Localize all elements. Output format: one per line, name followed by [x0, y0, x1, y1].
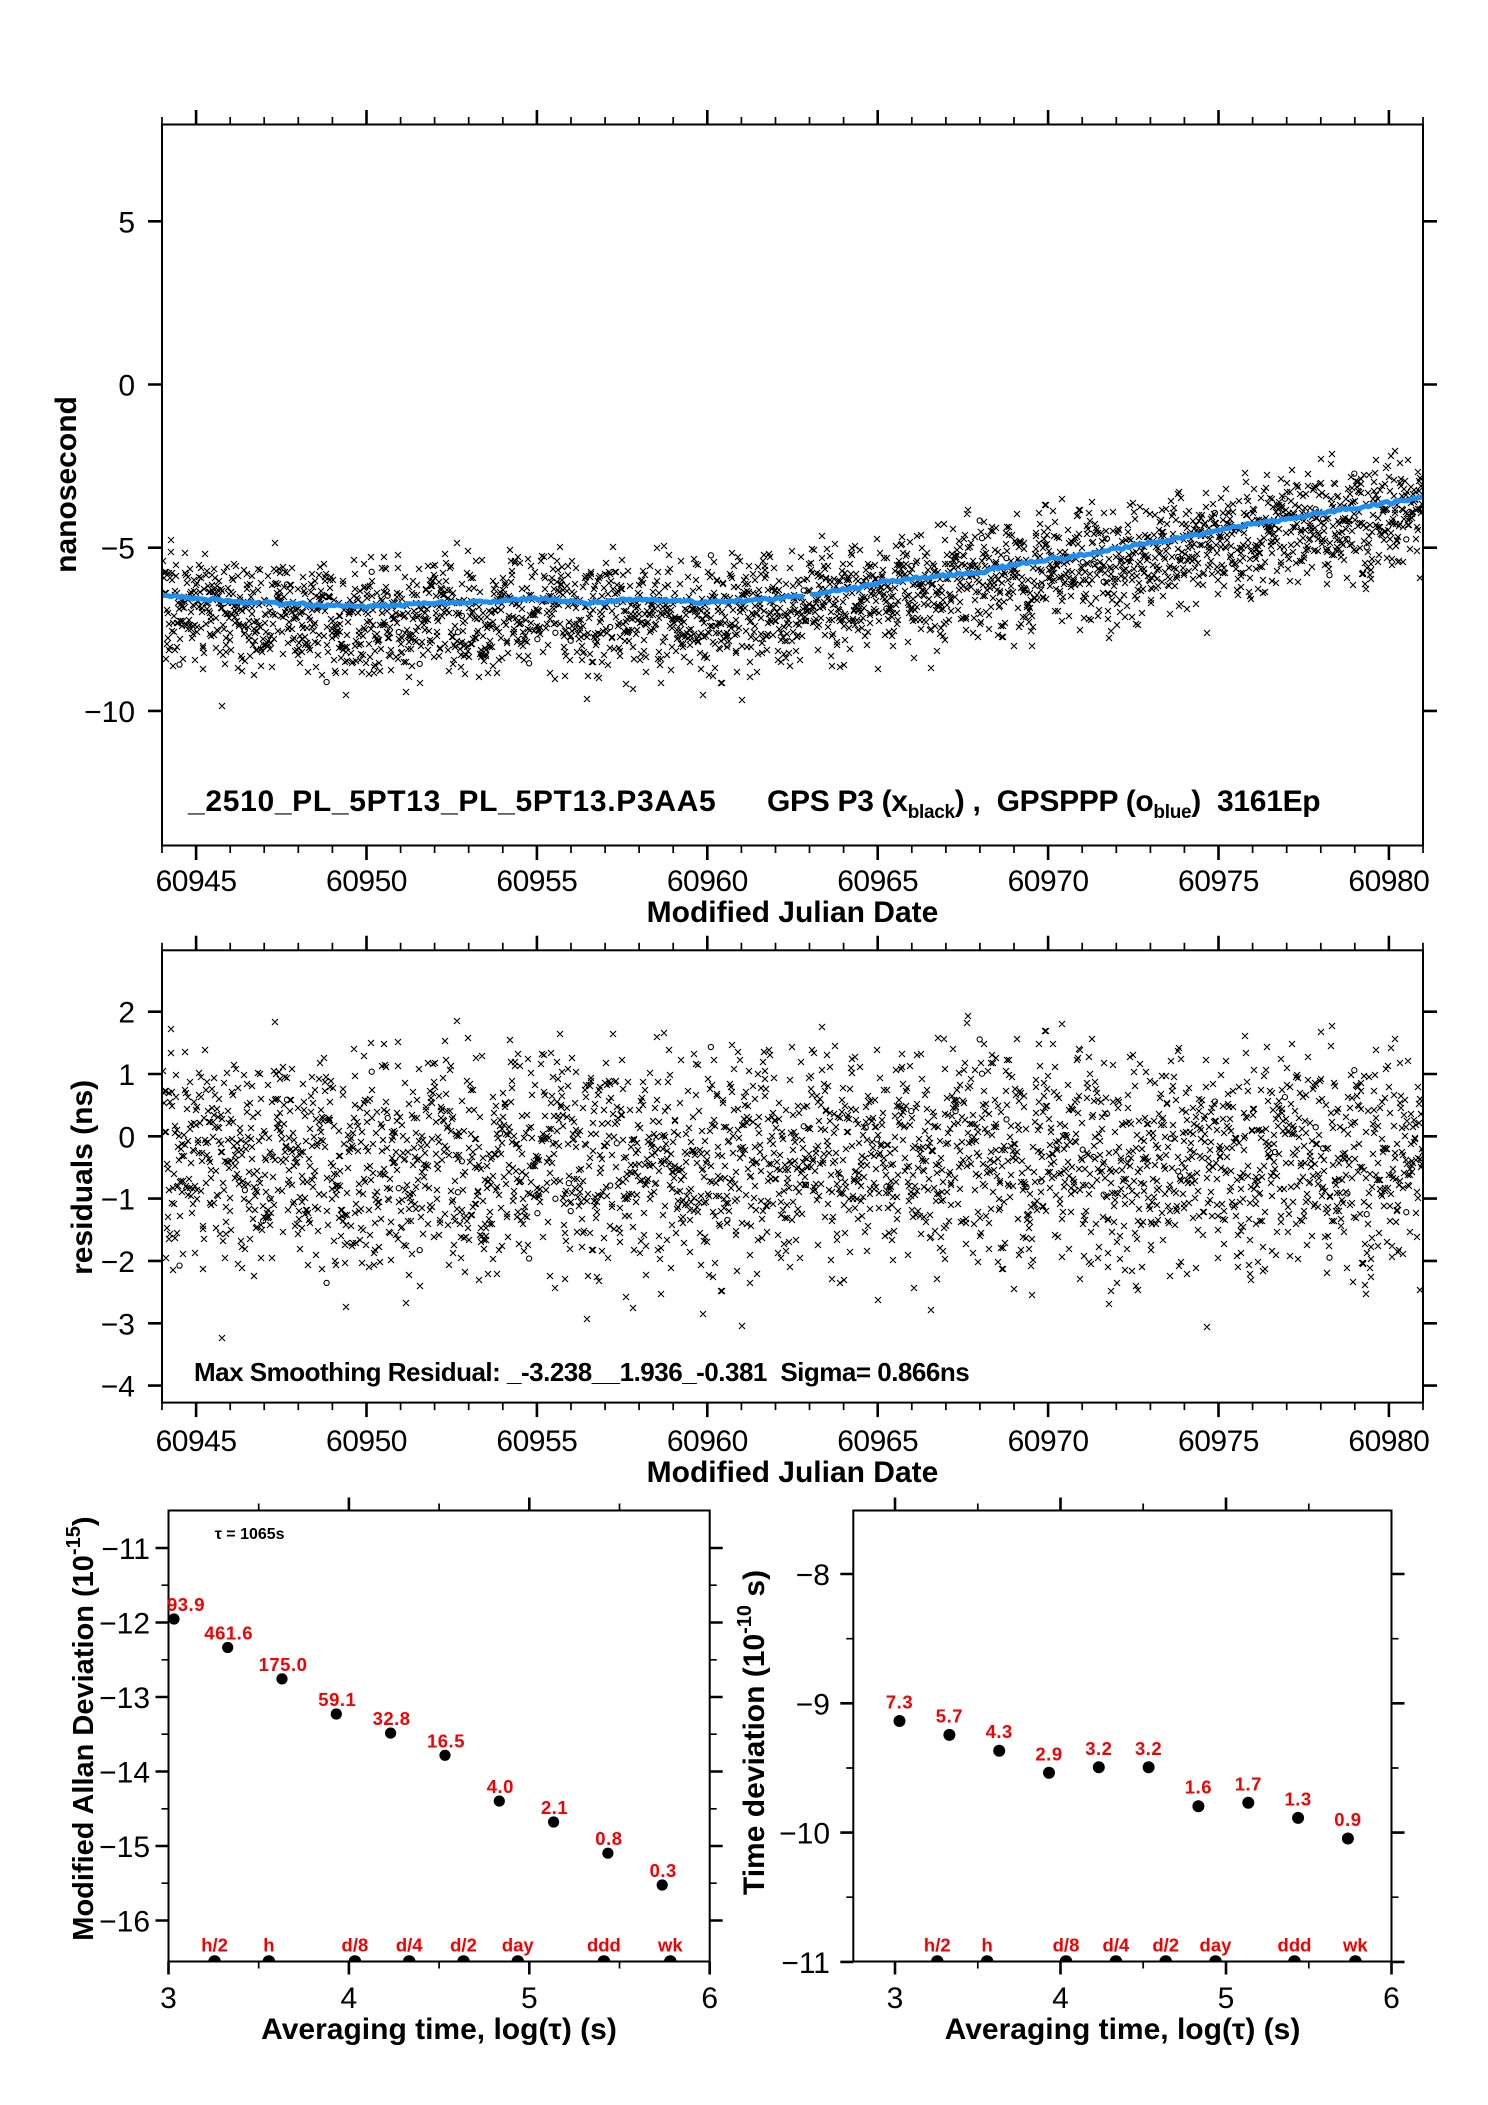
svg-text:2.1: 2.1	[541, 1797, 568, 1818]
svg-text:60980: 60980	[1348, 865, 1429, 898]
svg-text:60960: 60960	[667, 1425, 748, 1458]
svg-text:175.0: 175.0	[259, 1654, 308, 1675]
svg-text:0: 0	[118, 370, 135, 403]
svg-text:93.9: 93.9	[167, 1594, 205, 1615]
svg-text:Modified Julian Date: Modified Julian Date	[647, 1456, 939, 1489]
svg-text:60950: 60950	[326, 865, 407, 898]
svg-text:Averaging time, log(τ) (s): Averaging time, log(τ) (s)	[261, 2013, 617, 2046]
svg-text:60960: 60960	[667, 865, 748, 898]
svg-text:−10: −10	[84, 696, 135, 729]
svg-text:5: 5	[521, 1982, 538, 2015]
svg-text:−11: −11	[101, 1533, 150, 1566]
svg-text:60975: 60975	[1178, 1425, 1259, 1458]
svg-text:5: 5	[118, 206, 135, 239]
svg-text:residuals (ns): residuals (ns)	[66, 1080, 99, 1275]
svg-text:4.3: 4.3	[986, 1721, 1013, 1742]
svg-text:h/2: h/2	[924, 1935, 951, 1956]
svg-text:32.8: 32.8	[373, 1708, 411, 1729]
svg-text:Averaging time, log(τ) (s): Averaging time, log(τ) (s)	[945, 2013, 1301, 2046]
svg-text:60970: 60970	[1008, 1425, 1089, 1458]
svg-text:day: day	[502, 1935, 535, 1956]
svg-text:59.1: 59.1	[318, 1689, 356, 1710]
svg-text:−13: −13	[99, 1682, 150, 1715]
svg-text:60945: 60945	[156, 865, 237, 898]
svg-text:d/2: d/2	[1152, 1935, 1179, 1956]
svg-text:2: 2	[118, 997, 135, 1030]
svg-text:τ = 1065s: τ = 1065s	[215, 1526, 285, 1543]
svg-text:0.3: 0.3	[650, 1860, 677, 1881]
svg-text:4: 4	[341, 1982, 358, 2015]
svg-text:h: h	[981, 1935, 992, 1956]
svg-text:−1: −1	[101, 1184, 135, 1217]
svg-text:ddd: ddd	[587, 1935, 621, 1956]
svg-text:−14: −14	[99, 1757, 150, 1790]
svg-text:−11: −11	[781, 1947, 830, 1980]
svg-text:4: 4	[1052, 1982, 1069, 2015]
svg-text:nanosecond: nanosecond	[50, 396, 83, 573]
svg-text:h: h	[263, 1935, 274, 1956]
svg-text:60955: 60955	[496, 865, 577, 898]
svg-text:0: 0	[118, 1121, 135, 1154]
svg-text:2.9: 2.9	[1035, 1743, 1062, 1764]
svg-text:1.6: 1.6	[1185, 1777, 1212, 1798]
svg-text:3.2: 3.2	[1085, 1738, 1112, 1759]
svg-text:16.5: 16.5	[427, 1730, 465, 1751]
svg-text:5.7: 5.7	[936, 1705, 963, 1726]
svg-text:−12: −12	[99, 1608, 150, 1641]
svg-text:60975: 60975	[1178, 865, 1259, 898]
svg-text:Max Smoothing Residual: _-3.23: Max Smoothing Residual: _-3.238__1.936_-…	[194, 1357, 969, 1387]
svg-text:1.3: 1.3	[1284, 1788, 1311, 1809]
svg-text:60980: 60980	[1348, 1425, 1429, 1458]
svg-text:−10: −10	[779, 1818, 830, 1851]
svg-text:60970: 60970	[1008, 865, 1089, 898]
svg-text:h/2: h/2	[201, 1935, 228, 1956]
svg-text:Time deviation (10-10 s): Time deviation (10-10 s)	[734, 1570, 771, 1895]
svg-text:d/8: d/8	[342, 1935, 369, 1956]
svg-text:0.8: 0.8	[595, 1828, 622, 1849]
svg-text:0.9: 0.9	[1334, 1809, 1361, 1830]
svg-text:wk: wk	[657, 1935, 683, 1956]
svg-text:Modified Allan Deviation (10-1: Modified Allan Deviation (10-15)	[63, 1516, 100, 1940]
svg-text:Modified Julian Date: Modified Julian Date	[647, 896, 939, 929]
svg-text:−15: −15	[99, 1831, 150, 1864]
svg-text:60955: 60955	[496, 1425, 577, 1458]
svg-text:d/4: d/4	[1103, 1935, 1130, 1956]
svg-text:60965: 60965	[837, 1425, 918, 1458]
svg-text:d/8: d/8	[1053, 1935, 1080, 1956]
svg-text:day: day	[1200, 1935, 1233, 1956]
svg-text:7.3: 7.3	[886, 1692, 913, 1713]
svg-text:−9: −9	[796, 1688, 830, 1721]
svg-text:3: 3	[887, 1982, 904, 2015]
svg-text:3: 3	[160, 1982, 177, 2015]
svg-text:GPS P3 (xblack) , GPSPPP (obl: GPS P3 (xblack) , GPSPPP (oblue) 3161Ep	[767, 785, 1320, 823]
svg-text:60945: 60945	[156, 1425, 237, 1458]
svg-text:−8: −8	[796, 1559, 830, 1592]
svg-text:60950: 60950	[326, 1425, 407, 1458]
svg-text:wk: wk	[1342, 1935, 1368, 1956]
svg-text:d/4: d/4	[396, 1935, 423, 1956]
svg-text:60965: 60965	[837, 865, 918, 898]
svg-text:461.6: 461.6	[204, 1623, 253, 1644]
svg-text:ddd: ddd	[1278, 1935, 1312, 1956]
svg-text:−2: −2	[101, 1246, 135, 1279]
svg-text:4.0: 4.0	[487, 1776, 514, 1797]
svg-text:1.7: 1.7	[1235, 1773, 1262, 1794]
svg-text:_2510_PL_5PT13_PL_5PT13.P3AA5: _2510_PL_5PT13_PL_5PT13.P3AA5	[187, 785, 716, 818]
svg-text:d/2: d/2	[450, 1935, 477, 1956]
svg-text:−5: −5	[101, 533, 135, 566]
svg-text:5: 5	[1218, 1982, 1235, 2015]
svg-text:−3: −3	[101, 1308, 135, 1341]
svg-text:1: 1	[118, 1059, 135, 1092]
svg-text:6: 6	[1383, 1982, 1400, 2015]
svg-text:−4: −4	[101, 1371, 135, 1404]
svg-text:3.2: 3.2	[1135, 1738, 1162, 1759]
svg-text:−16: −16	[99, 1906, 150, 1939]
svg-text:6: 6	[701, 1982, 718, 2015]
